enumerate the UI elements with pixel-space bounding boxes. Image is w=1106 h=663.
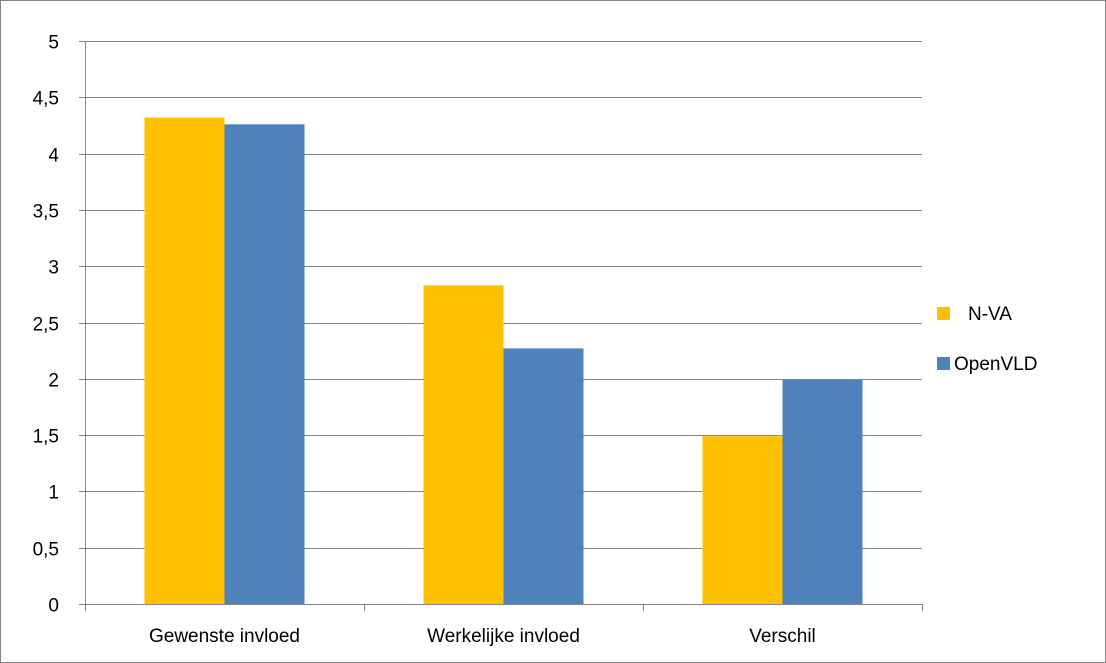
y-tick-label: 3 <box>48 258 59 279</box>
legend-swatch <box>937 307 950 320</box>
y-tick-labels: 0 0,5 1 1,5 2 2,5 3 3,5 4 4,5 5 <box>33 33 60 617</box>
x-tick-label: Gewenste invloed <box>149 626 300 647</box>
y-tick-label: 2 <box>48 371 59 392</box>
x-tick-label: Verschil <box>749 626 816 647</box>
legend: N-VA OpenVLD <box>937 304 1037 375</box>
bar-n-va <box>702 436 783 604</box>
y-tick-label: 4,5 <box>33 89 59 110</box>
y-tick-label: 1,5 <box>33 427 59 448</box>
bar-openvld <box>782 379 863 604</box>
axes <box>79 41 923 611</box>
bar-n-va <box>144 117 225 605</box>
legend-label: N-VA <box>968 304 1012 325</box>
y-tick-label: 1 <box>48 483 59 504</box>
x-tick-labels: Gewenste invloed Werkelijke invloed Versch… <box>149 626 816 647</box>
y-tick-label: 3,5 <box>33 202 59 223</box>
y-tick-label: 4 <box>48 146 59 167</box>
bar-n-va <box>423 285 504 604</box>
x-tick-label: Werkelijke invloed <box>427 626 580 647</box>
y-tick-label: 5 <box>48 33 59 54</box>
y-tick-label: 0 <box>48 596 59 617</box>
bar-openvld <box>224 124 305 604</box>
y-tick-label: 2,5 <box>33 315 59 336</box>
bars <box>144 117 863 605</box>
legend-swatch <box>937 357 950 370</box>
legend-label: OpenVLD <box>954 354 1037 375</box>
y-tick-label: 0,5 <box>33 540 59 561</box>
bar-openvld <box>503 348 584 604</box>
